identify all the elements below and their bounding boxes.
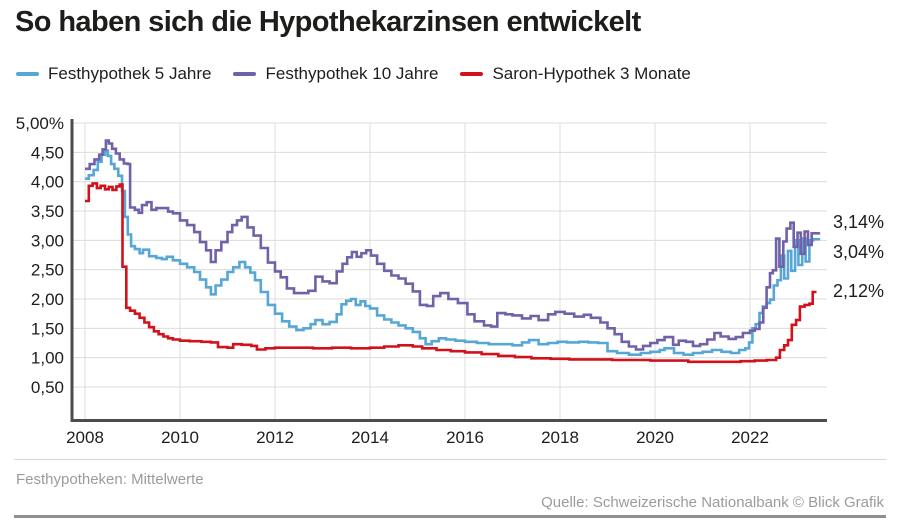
y-axis-tick-label: 4,00 (31, 173, 64, 192)
series-end-value-label: 2,12% (833, 281, 884, 301)
series-end-value-label: 3,04% (833, 242, 884, 262)
legend-label: Saron-Hypothek 3 Monate (492, 64, 691, 83)
bottom-rule (14, 515, 886, 518)
y-axis-tick-label: 5,00% (16, 114, 64, 133)
x-axis-tick-label: 2018 (541, 428, 579, 447)
x-axis-tick-label: 2016 (446, 428, 484, 447)
legend-swatch-1 (233, 72, 257, 76)
series-end-value-label: 3,14% (833, 212, 884, 232)
legend: Festhypothek 5 Jahre Festhypothek 10 Jah… (16, 64, 691, 84)
y-axis-tick-label: 1,00 (31, 349, 64, 368)
y-axis-tick-label: 4,50 (31, 143, 64, 162)
x-axis-tick-label: 2014 (351, 428, 389, 447)
x-axis-tick-label: 2020 (636, 428, 674, 447)
series-line-festhypothek-10-jahre (85, 139, 821, 351)
series-line-saron-hypothek-3-monate (85, 182, 817, 364)
y-axis-tick-label: 2,50 (31, 261, 64, 280)
x-axis-tick-label: 2010 (161, 428, 199, 447)
x-axis-tick-label: 2022 (731, 428, 769, 447)
x-axis-tick-label: 2012 (256, 428, 294, 447)
y-axis-tick-label: 1,50 (31, 319, 64, 338)
y-axis-tick-label: 3,00 (31, 231, 64, 250)
legend-item-festhypothek-5-jahre: Festhypothek 5 Jahre (16, 64, 211, 84)
legend-item-festhypothek-10-jahre: Festhypothek 10 Jahre (233, 64, 438, 84)
x-axis-tick-label: 2008 (66, 428, 104, 447)
y-axis-tick-label: 2,00 (31, 290, 64, 309)
y-axis-tick-label: 0,50 (31, 378, 64, 397)
series-line-festhypothek-5-jahre (85, 149, 821, 356)
chart-title: So haben sich die Hypothekarzinsen entwi… (15, 6, 641, 38)
legend-swatch-0 (16, 72, 39, 76)
chart-footnote: Festhypotheken: Mittelwerte (16, 471, 204, 488)
y-axis-tick-label: 3,50 (31, 202, 64, 221)
legend-swatch-2 (460, 72, 484, 76)
source-credit: Quelle: Schweizerische Nationalbank © Bl… (541, 494, 884, 511)
legend-item-saron-hypothek-3-monate: Saron-Hypothek 3 Monate (460, 64, 691, 84)
footer-separator-line (14, 459, 886, 460)
legend-label: Festhypothek 10 Jahre (265, 64, 439, 83)
legend-label: Festhypothek 5 Jahre (48, 64, 212, 83)
